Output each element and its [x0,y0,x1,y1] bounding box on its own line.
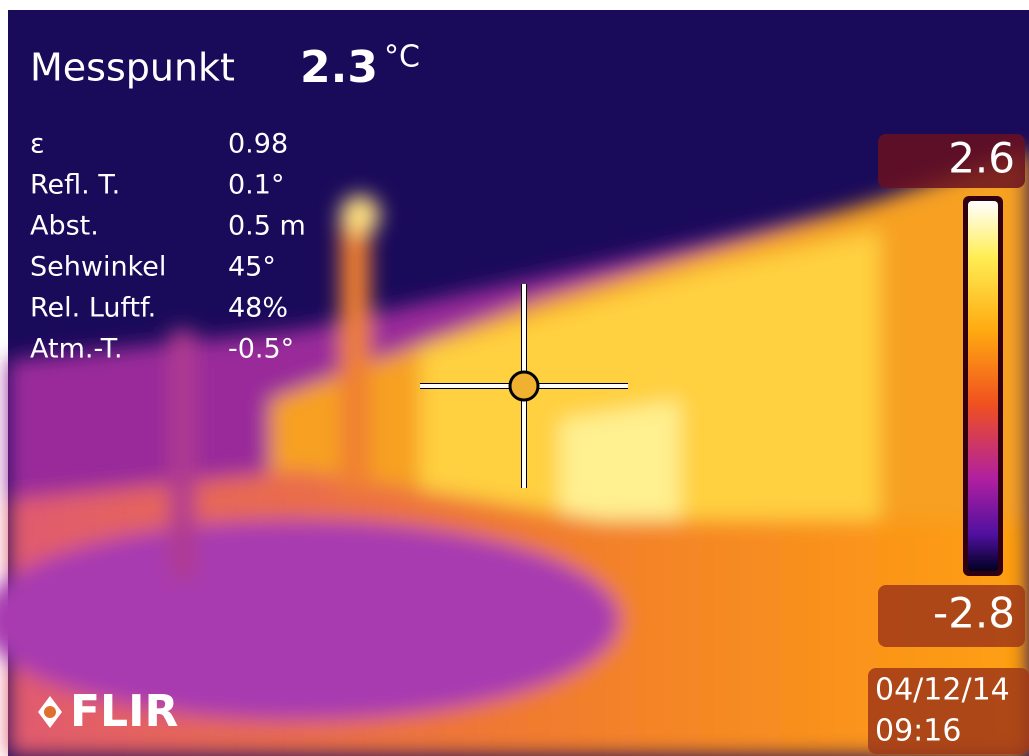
param-value: 0.98 [228,129,288,160]
param-label: Sehwinkel [30,252,166,283]
param-value: 45° [228,252,276,283]
measurement-value: 2.3 [300,42,378,93]
param-label: ε [30,129,45,160]
param-label: Abst. [30,211,99,242]
measurement-unit: °C [384,40,420,75]
measurement-label: Messpunkt [30,46,235,90]
scale-max: 2.6 [948,134,1015,183]
date: 04/12/14 [875,673,1010,708]
logo-text: FLIR [70,686,178,737]
thermal-screen: Messpunkt 2.3 °C ε 0.98 Refl. T. 0.1° Ab… [0,0,1029,756]
param-label: Rel. Luftf. [30,293,156,324]
param-value: -0.5° [228,334,294,365]
time: 09:16 [875,714,961,749]
timestamp: 04/12/14 09:16 [868,668,1029,754]
param-value: 0.5 m [228,211,306,242]
param-label: Refl. T. [30,170,120,201]
param-label: Atm.-T. [30,334,123,365]
scale-min: -2.8 [933,589,1015,638]
param-value: 0.1° [228,170,284,201]
param-value: 48% [228,293,288,324]
